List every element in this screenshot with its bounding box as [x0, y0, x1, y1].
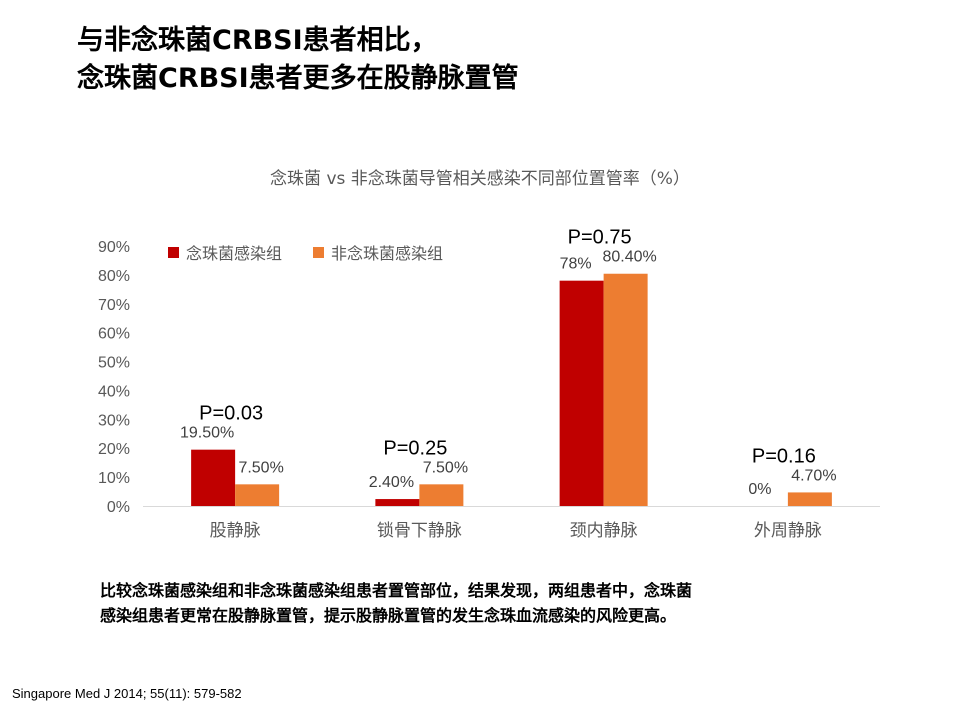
- y-tick-label: 80%: [98, 268, 130, 285]
- citation: Singapore Med J 2014; 55(11): 579-582: [12, 686, 242, 701]
- conclusion-line-2: 感染组患者更常在股静脉置管，提示股静脉置管的发生念珠血流感染的风险更高。: [100, 606, 677, 625]
- legend-label: 非念珠菌感染组: [331, 244, 443, 263]
- bar-candida: [375, 499, 420, 506]
- bar-candida: [559, 280, 604, 506]
- bar-chart: 0%10%20%30%40%50%60%70%80%90%股静脉19.50%7.…: [98, 227, 880, 541]
- bar-non-candida: [787, 492, 832, 506]
- y-tick-label: 40%: [98, 383, 130, 400]
- p-value-label: P=0.75: [568, 227, 632, 249]
- y-tick-label: 30%: [98, 412, 130, 429]
- bar-non-candida: [603, 273, 648, 506]
- bar-non-candida: [235, 484, 280, 506]
- data-label: 4.70%: [791, 467, 836, 484]
- x-tick-label: 锁骨下静脉: [377, 521, 462, 541]
- y-tick-label: 20%: [98, 441, 130, 458]
- bar-candida: [191, 449, 236, 506]
- conclusion-text: 比较念珠菌感染组和非念珠菌感染组患者置管部位，结果发现，两组患者中，念珠菌 感染…: [100, 578, 900, 628]
- x-tick-label: 外周静脉: [754, 521, 822, 541]
- legend-swatch: [313, 247, 324, 258]
- y-tick-label: 60%: [98, 326, 130, 343]
- legend-swatch: [168, 247, 179, 258]
- data-label: 7.50%: [238, 459, 283, 476]
- data-label: 80.40%: [602, 249, 656, 266]
- y-tick-label: 70%: [98, 297, 130, 314]
- legend-label: 念珠菌感染组: [186, 244, 282, 263]
- conclusion-line-1: 比较念珠菌感染组和非念珠菌感染组患者置管部位，结果发现，两组患者中，念珠菌: [100, 581, 693, 600]
- slide-title-line-1: 与非念珠菌CRBSI患者相比，: [77, 25, 438, 56]
- data-label: 7.50%: [423, 459, 468, 476]
- x-tick-label: 股静脉: [210, 521, 261, 541]
- y-tick-label: 0%: [107, 499, 130, 516]
- slide-title-line-2: 念珠菌CRBSI患者更多在股静脉置管: [77, 63, 519, 94]
- y-tick-label: 50%: [98, 355, 130, 372]
- data-label: 19.50%: [180, 425, 234, 442]
- bar-non-candida: [419, 484, 464, 506]
- data-label: 78%: [560, 256, 592, 273]
- p-value-label: P=0.03: [199, 403, 263, 425]
- slide-title: 与非念珠菌CRBSI患者相比， 念珠菌CRBSI患者更多在股静脉置管: [77, 22, 519, 98]
- p-value-label: P=0.16: [752, 445, 816, 467]
- p-value-label: P=0.25: [383, 437, 447, 459]
- x-tick-label: 颈内静脉: [570, 521, 638, 541]
- chart-title: 念珠菌 vs 非念珠菌导管相关感染不同部位置管率（%）: [270, 169, 690, 189]
- data-label: 0%: [748, 481, 771, 498]
- y-tick-label: 10%: [98, 470, 130, 487]
- data-label: 2.40%: [369, 474, 414, 491]
- y-tick-label: 90%: [98, 239, 130, 256]
